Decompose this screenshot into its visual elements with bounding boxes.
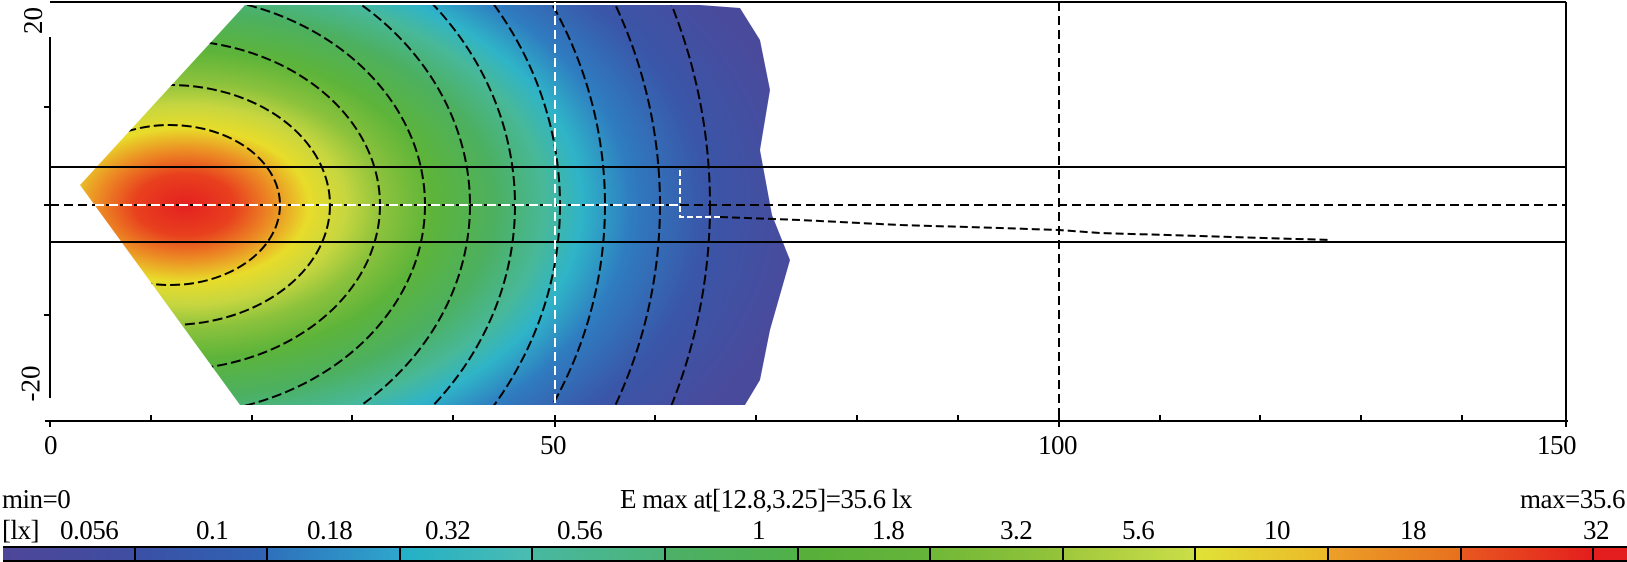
colorbar-level: 18 (1400, 515, 1427, 545)
colorbar-level: 0.32 (425, 515, 471, 545)
colorbar-segment (133, 548, 267, 560)
colorbar-segment (1194, 548, 1328, 560)
colorbar-labels: [lx] 0.056 0.1 0.18 0.32 0.56 1 1.8 3.2 … (0, 517, 1627, 544)
colorbar-level: 1 (752, 515, 766, 545)
colorbar-segment (796, 548, 930, 560)
y-tick-label-bottom: -20 (15, 365, 46, 402)
colorbar-level: 1.8 (872, 515, 905, 545)
colorbar-segment (929, 548, 1062, 560)
x-tick-label-150: 150 (1537, 430, 1577, 460)
colorbar-level: 10 (1264, 515, 1291, 545)
max-label: max=35.6 (1520, 484, 1625, 514)
colorbar-unit: [lx] (2, 515, 39, 545)
colorbar-segment (1327, 548, 1460, 560)
colorbar-segment (3, 548, 134, 560)
colorbar (3, 546, 1627, 562)
colorbar-segment (398, 548, 532, 560)
y-tick-label-top: 20 (18, 7, 48, 34)
colorbar-level: 0.56 (557, 515, 603, 545)
colorbar-level: 3.2 (1000, 515, 1033, 545)
colorbar-segment (1459, 548, 1593, 560)
x-tick-label-0: 0 (44, 430, 58, 460)
colorbar-level: 0.1 (196, 515, 229, 545)
colorbar-segment (1061, 548, 1195, 560)
colorbar-level: 32 (1583, 515, 1610, 545)
min-label: min=0 (2, 484, 71, 514)
colorbar-level: 0.18 (307, 515, 353, 545)
colorbar-segment (664, 548, 797, 560)
illuminance-heatmap (44, 1, 1568, 427)
colorbar-level: 5.6 (1122, 515, 1155, 545)
emax-label: E max at[12.8,3.25]=35.6 lx (620, 484, 912, 514)
colorbar-level: 0.056 (60, 515, 119, 545)
x-tick-label-100: 100 (1038, 430, 1078, 460)
x-tick-label-50: 50 (540, 430, 567, 460)
colorbar-segment (531, 548, 665, 560)
colorbar-segment (266, 548, 399, 560)
colorbar-segment (1592, 548, 1627, 560)
